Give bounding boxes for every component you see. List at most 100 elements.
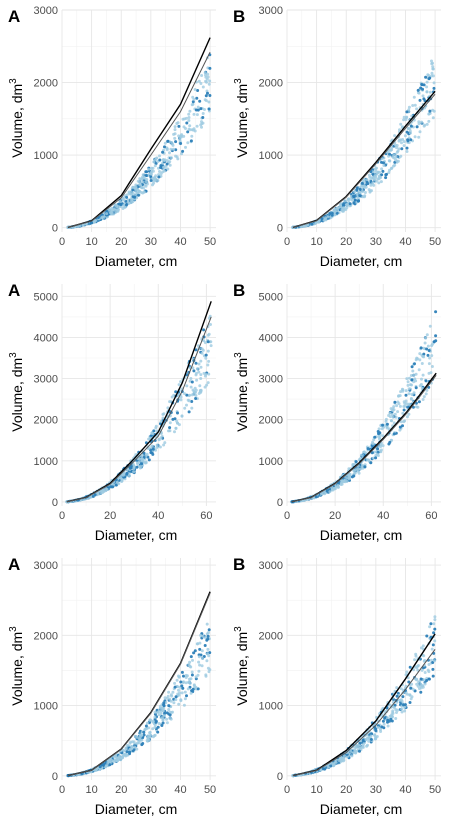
data-point — [156, 179, 160, 182]
data-point — [162, 443, 166, 447]
data-point — [396, 400, 400, 404]
data-point — [138, 466, 142, 470]
data-point — [177, 124, 181, 128]
data-point — [424, 379, 428, 383]
data-point — [409, 374, 413, 377]
data-point — [387, 171, 391, 175]
data-point — [421, 354, 425, 358]
data-point — [403, 404, 407, 408]
data-point — [402, 140, 406, 144]
data-point — [431, 65, 435, 69]
data-point — [382, 164, 386, 167]
data-point — [205, 622, 209, 626]
data-point — [345, 206, 349, 210]
data-point — [421, 373, 425, 377]
data-point — [187, 680, 190, 684]
x-tick-label: 0 — [59, 784, 65, 796]
data-point — [374, 169, 378, 173]
data-point — [177, 134, 181, 138]
data-point — [425, 634, 429, 638]
data-point — [126, 198, 130, 202]
data-point — [180, 691, 184, 695]
x-tick-label: 60 — [200, 510, 212, 522]
data-point — [312, 496, 316, 500]
data-point — [423, 671, 427, 674]
data-point — [162, 714, 166, 718]
data-point — [380, 725, 384, 729]
data-point — [377, 432, 381, 436]
data-point — [412, 95, 416, 99]
data-point — [104, 765, 108, 769]
data-point — [104, 487, 108, 491]
data-point — [427, 349, 431, 352]
data-point — [403, 134, 407, 138]
data-point — [162, 703, 166, 707]
data-point — [427, 677, 431, 681]
data-point — [160, 716, 164, 720]
data-point — [433, 627, 437, 631]
data-point — [412, 668, 416, 672]
data-point — [335, 211, 339, 215]
y-tick-label: 3000 — [34, 5, 58, 17]
data-point — [191, 658, 194, 662]
data-point — [395, 711, 398, 714]
y-tick-label: 2000 — [259, 78, 283, 90]
data-point — [197, 370, 201, 374]
x-tick-label: 40 — [174, 784, 186, 796]
data-point — [400, 699, 404, 703]
data-point — [376, 725, 380, 729]
data-point — [434, 310, 438, 314]
data-point — [356, 467, 360, 471]
data-point — [162, 159, 166, 163]
x-tick-label: 0 — [59, 236, 65, 248]
data-point — [373, 435, 377, 439]
data-point — [433, 659, 437, 663]
data-point — [144, 724, 148, 728]
data-point — [180, 684, 184, 688]
data-point — [180, 152, 184, 156]
data-point — [416, 88, 420, 92]
data-point — [330, 487, 334, 491]
y-axis-title: Volume, dm3 — [8, 626, 25, 706]
x-tick-label: 10 — [85, 784, 97, 796]
data-point — [169, 147, 173, 151]
data-point — [188, 109, 192, 113]
x-axis-title: Diameter, cm — [95, 801, 177, 817]
data-point — [412, 373, 416, 377]
data-point — [99, 491, 103, 495]
data-point — [145, 721, 149, 725]
data-point — [136, 191, 140, 195]
data-point — [156, 730, 160, 734]
data-point — [399, 687, 403, 691]
data-point — [161, 150, 165, 154]
data-point — [325, 489, 329, 493]
data-point — [165, 162, 169, 166]
data-point — [183, 406, 187, 410]
data-point — [174, 695, 178, 699]
chart-panel-row2-left: A 0 20 40 60 0 1000 2000 3000 4000 5000 Diameter,… — [0, 274, 225, 548]
data-point — [198, 99, 202, 103]
y-tick-label: 1000 — [34, 701, 58, 713]
data-point — [413, 135, 417, 139]
data-point — [114, 483, 118, 487]
data-point — [137, 457, 141, 461]
data-point — [112, 207, 116, 211]
data-point — [147, 726, 151, 730]
fit-curve-line — [292, 633, 436, 777]
data-point — [352, 469, 356, 473]
data-point — [117, 482, 121, 486]
data-point — [130, 197, 134, 201]
data-point — [358, 187, 362, 191]
x-tick-label: 20 — [340, 236, 352, 248]
data-point — [429, 658, 433, 662]
data-point — [428, 109, 432, 113]
data-point — [432, 86, 436, 90]
data-point — [121, 473, 125, 477]
data-point — [394, 158, 397, 162]
data-point — [374, 737, 378, 741]
data-point — [174, 698, 178, 702]
data-point — [383, 716, 387, 720]
data-point — [207, 332, 211, 336]
data-point — [151, 452, 155, 456]
